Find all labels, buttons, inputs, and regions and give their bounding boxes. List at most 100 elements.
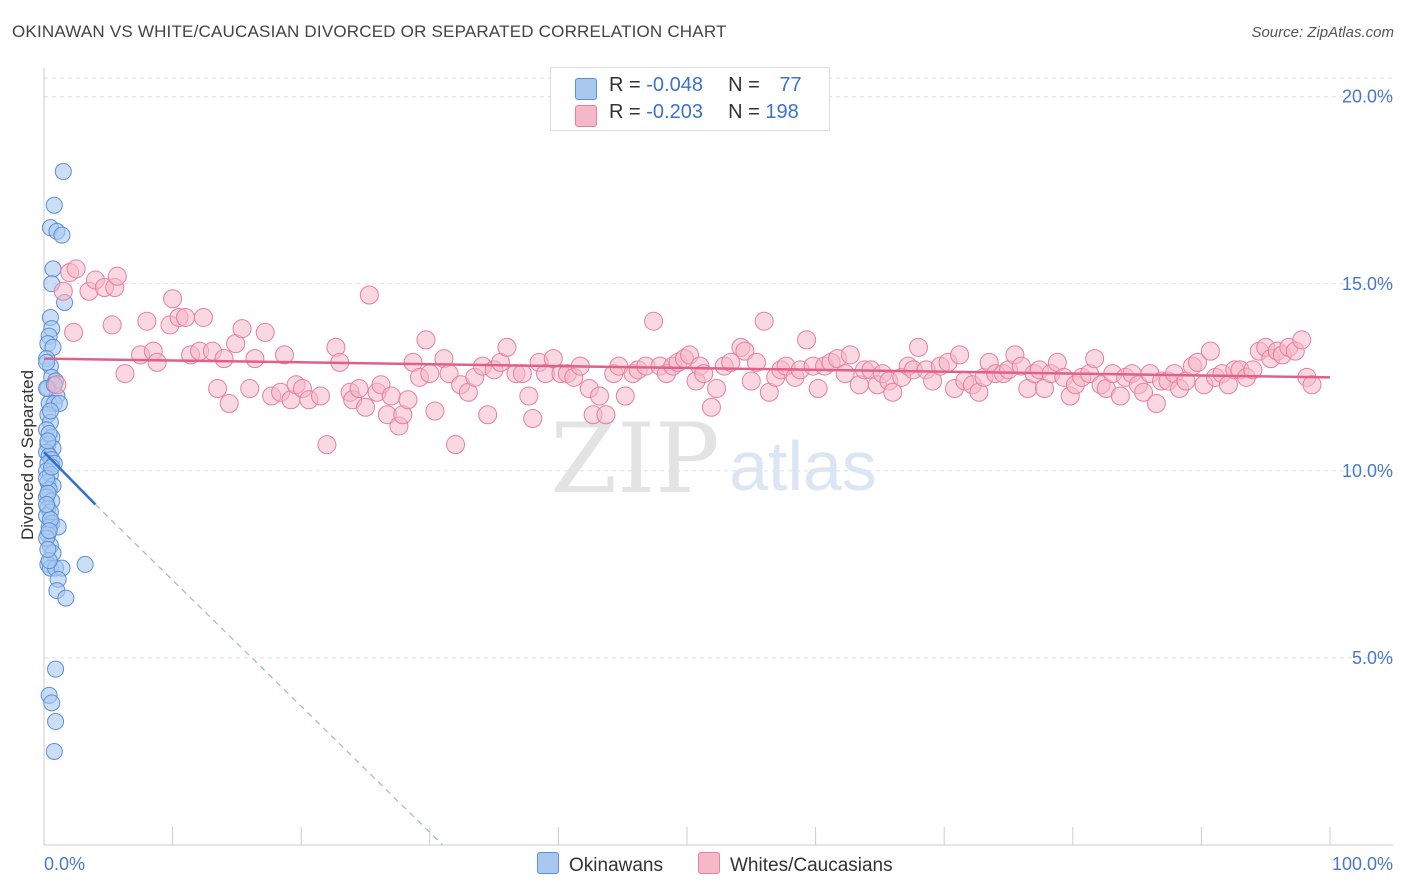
watermark-atlas: atlas xyxy=(729,427,877,505)
data-point-whites xyxy=(741,371,761,391)
y-tick-label: 10.0% xyxy=(1342,461,1393,481)
trend-line-okinawans-extension xyxy=(95,504,444,846)
legend-swatch-whites xyxy=(698,852,720,874)
data-point-whites xyxy=(359,285,379,305)
correlation-legend: R = -0.048 N = 77 R = -0.203 N = 198 xyxy=(550,67,830,131)
data-point-whites xyxy=(64,322,84,342)
legend-n-value: 198 xyxy=(765,101,799,123)
data-point-whites xyxy=(590,386,610,406)
legend-label-whites: Whites/Caucasians xyxy=(730,855,893,876)
data-point-whites xyxy=(66,259,86,279)
y-tick-label: 15.0% xyxy=(1342,274,1393,294)
data-point-whites xyxy=(416,330,436,350)
data-point-okinawans xyxy=(53,226,71,244)
data-point-whites xyxy=(317,435,337,455)
legend-r-label: R = xyxy=(609,74,647,96)
data-point-whites xyxy=(497,337,517,357)
data-point-whites xyxy=(245,349,265,369)
data-point-okinawans xyxy=(45,742,63,760)
data-point-whites xyxy=(519,386,539,406)
data-point-whites xyxy=(381,386,401,406)
data-point-whites xyxy=(255,322,275,342)
series-okinawans xyxy=(38,163,94,760)
data-point-okinawans xyxy=(54,163,72,181)
legend-swatch-okinawans xyxy=(537,852,559,874)
data-point-whites xyxy=(107,266,127,286)
data-point-whites xyxy=(1200,341,1220,361)
watermark-zip: ZIP xyxy=(550,403,719,515)
legend-item-okinawans[interactable]: Okinawans xyxy=(537,852,663,877)
data-point-whites xyxy=(115,364,135,384)
trend-lines xyxy=(43,357,1331,846)
legend-swatch-pink xyxy=(575,105,597,127)
data-point-whites xyxy=(310,386,330,406)
data-point-whites xyxy=(644,311,664,331)
data-point-whites xyxy=(398,390,418,410)
data-point-okinawans xyxy=(38,353,56,371)
data-point-whites xyxy=(1110,386,1130,406)
data-point-whites xyxy=(840,345,860,365)
legend-r-value: -0.203 xyxy=(646,101,703,123)
data-point-whites xyxy=(707,379,727,399)
data-point-whites xyxy=(1188,352,1208,372)
legend-n-label: N = xyxy=(728,74,766,96)
data-point-whites xyxy=(721,352,741,372)
data-point-whites xyxy=(523,408,543,428)
data-point-okinawans xyxy=(41,402,59,420)
data-point-whites xyxy=(596,405,616,425)
data-point-okinawans xyxy=(39,540,57,558)
data-point-whites xyxy=(512,364,532,384)
data-point-whites xyxy=(1146,394,1166,414)
data-point-whites xyxy=(615,386,635,406)
data-point-whites xyxy=(446,435,466,455)
data-point-whites xyxy=(102,315,122,335)
data-point-okinawans xyxy=(44,260,62,278)
data-point-okinawans xyxy=(43,694,61,712)
data-point-whites xyxy=(908,337,928,357)
data-point-whites xyxy=(175,307,195,327)
data-point-whites xyxy=(797,330,817,350)
data-point-whites xyxy=(193,307,213,327)
data-point-whites xyxy=(735,341,755,361)
data-point-whites xyxy=(1085,349,1105,369)
data-point-whites xyxy=(1292,330,1312,350)
source-credit: Source: ZipAtlas.com xyxy=(1251,24,1394,41)
data-point-okinawans xyxy=(38,496,56,514)
trend-line-okinawans xyxy=(43,451,97,506)
data-point-whites xyxy=(1302,375,1322,395)
series-whites-caucasians xyxy=(47,259,1322,455)
legend-item-whites[interactable]: Whites/Caucasians xyxy=(698,852,893,877)
legend-r-label: R = xyxy=(609,101,647,123)
data-point-whites xyxy=(754,311,774,331)
data-point-whites xyxy=(219,394,239,414)
x-tick-label-max: 100.0% xyxy=(1332,854,1393,874)
y-tick-label: 20.0% xyxy=(1342,87,1393,107)
data-point-okinawans xyxy=(57,589,75,607)
data-point-okinawans xyxy=(40,522,58,540)
data-point-whites xyxy=(425,401,445,421)
data-point-whites xyxy=(420,364,440,384)
data-point-whites xyxy=(950,345,970,365)
data-point-okinawans xyxy=(76,555,94,573)
chart-title: OKINAWAN VS WHITE/CAUCASIAN DIVORCED OR … xyxy=(12,22,727,41)
data-point-whites xyxy=(163,289,183,309)
y-axis-label: Divorced or Separated xyxy=(18,369,37,541)
legend-n-value: 77 xyxy=(779,74,802,96)
data-point-whites xyxy=(53,281,73,301)
data-point-whites xyxy=(47,375,67,395)
tick-labels: 5.0% 10.0% 15.0% 20.0% 0.0% 100.0% xyxy=(44,87,1393,874)
data-point-whites xyxy=(137,311,157,331)
data-point-okinawans xyxy=(39,432,57,450)
data-point-whites xyxy=(274,345,294,365)
data-point-whites xyxy=(808,379,828,399)
data-point-whites xyxy=(1243,360,1263,380)
data-point-whites xyxy=(147,352,167,372)
watermark: ZIP atlas xyxy=(550,403,877,515)
legend-swatch-blue xyxy=(575,78,597,100)
data-point-okinawans xyxy=(45,196,63,214)
data-point-whites xyxy=(214,349,234,369)
legend-r-value: -0.048 xyxy=(646,74,703,96)
y-tick-label: 5.0% xyxy=(1352,648,1393,668)
data-point-whites xyxy=(356,397,375,417)
